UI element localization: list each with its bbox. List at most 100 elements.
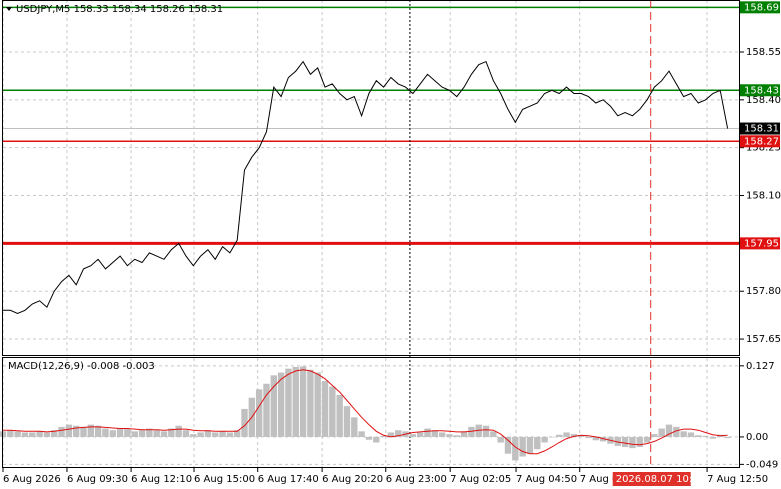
y-tick-label: 158.55	[746, 47, 781, 58]
macd-bar	[29, 432, 36, 437]
macd-bar	[577, 435, 585, 437]
y-tick-label: 158.10	[746, 191, 781, 202]
macd-bar	[197, 432, 204, 437]
level-label-box	[740, 135, 780, 148]
macd-bar	[409, 434, 417, 437]
macd-bar	[387, 432, 395, 437]
level-label: 157.95	[744, 238, 779, 249]
macd-bar	[314, 372, 321, 437]
macd-bar	[51, 430, 58, 437]
macd-bar	[490, 431, 497, 437]
macd-bar	[570, 434, 578, 437]
macd-bar	[190, 434, 197, 437]
macd-bar	[109, 430, 116, 437]
macd-title: MACD(12,26,9) -0.008 -0.003	[8, 361, 155, 372]
macd-bar	[336, 394, 343, 437]
macd-bar	[519, 436, 526, 457]
macd-bar	[321, 380, 329, 437]
macd-bar	[124, 429, 131, 437]
y-tick-label: 158.40	[746, 95, 781, 106]
macd-bar	[7, 430, 14, 437]
macd-bar	[365, 436, 373, 440]
macd-bar	[292, 366, 299, 437]
macd-bar	[80, 426, 87, 437]
macd-bar	[94, 425, 102, 437]
level-label-box	[740, 84, 780, 97]
menu-triangle	[6, 7, 12, 11]
macd-bar	[702, 435, 709, 437]
macd-bar	[556, 434, 563, 437]
macd-bar	[431, 430, 439, 437]
macd-bar	[424, 428, 431, 437]
macd-bar	[534, 436, 541, 450]
macd-bar	[226, 432, 234, 437]
x-tick-label: 7 Aug 12:50	[707, 474, 768, 485]
y-tick-label: 158.25	[746, 143, 781, 154]
level-label-box	[740, 1, 780, 14]
macd-bar	[651, 434, 658, 437]
macd-bar	[358, 431, 365, 437]
macd-bar	[643, 436, 651, 443]
macd-bar	[212, 432, 219, 437]
macd-bar	[475, 424, 482, 437]
macd-bar	[526, 436, 534, 454]
level-label-box	[740, 237, 780, 250]
macd-bar	[592, 436, 600, 441]
macd-bar	[329, 386, 336, 437]
macd-bar	[563, 432, 570, 437]
macd-bar	[468, 426, 475, 437]
x-tick-label: 6 Aug 23:00	[386, 474, 447, 485]
macd-bar	[255, 389, 263, 437]
macd-bar	[270, 375, 277, 437]
chart-title: USDJPY,M5 158.33 158.34 158.26 158.31	[16, 4, 223, 15]
macd-bar	[241, 408, 248, 437]
x-tick-label: 6 Aug 2026	[3, 474, 61, 485]
macd-bar	[87, 424, 95, 437]
macd-bar	[0, 431, 7, 437]
macd-bar	[482, 425, 490, 437]
x-tick-label: 6 Aug 17:40	[258, 474, 319, 485]
macd-bar	[146, 428, 153, 437]
x-tick-label: 6 Aug 09:30	[67, 474, 128, 485]
macd-bar	[636, 436, 643, 448]
y-tick-label: 157.65	[746, 334, 781, 345]
macd-bar	[65, 424, 73, 437]
macd-bar	[446, 434, 453, 437]
macd-bar	[14, 431, 21, 437]
macd-bar	[687, 432, 695, 437]
level-label-box	[740, 122, 780, 135]
macd-bar	[599, 436, 607, 442]
macd-bar	[307, 369, 314, 437]
macd-bar	[285, 368, 292, 437]
macd-bar	[453, 435, 460, 437]
macd-bar	[373, 436, 380, 443]
macd-bar	[234, 430, 241, 437]
price-line	[3, 60, 729, 315]
macd-bar	[585, 436, 592, 439]
signal-line	[3, 369, 728, 455]
macd-bar	[36, 431, 43, 437]
macd-bar	[160, 431, 168, 437]
macd-panel-frame	[2, 357, 740, 468]
y-tick-label: 157.80	[746, 286, 781, 297]
y-tick-label: 0.127	[746, 361, 775, 372]
time-label: 2026.08.07 10:30	[616, 474, 705, 485]
y-tick-label: -0.049	[746, 459, 778, 470]
macd-bar	[673, 426, 680, 437]
macd-bar	[153, 430, 160, 437]
macd-bar	[351, 417, 358, 437]
level-label: 158.31	[744, 124, 779, 135]
main-panel-frame	[2, 0, 740, 356]
macd-bar	[658, 428, 665, 437]
x-tick-label: 7 Aug 02:05	[450, 474, 511, 485]
macd-bar	[416, 432, 424, 437]
time-label-box	[612, 472, 691, 486]
macd-bar	[263, 383, 270, 437]
macd-bar	[614, 436, 621, 446]
x-tick-label: 7 Aug 04:50	[516, 474, 577, 485]
macd-bar	[724, 436, 731, 439]
macd-bar	[665, 424, 673, 437]
x-tick-label: 7 Aug 0	[580, 474, 619, 485]
macd-bar	[168, 428, 175, 437]
macd-bar	[43, 432, 51, 437]
